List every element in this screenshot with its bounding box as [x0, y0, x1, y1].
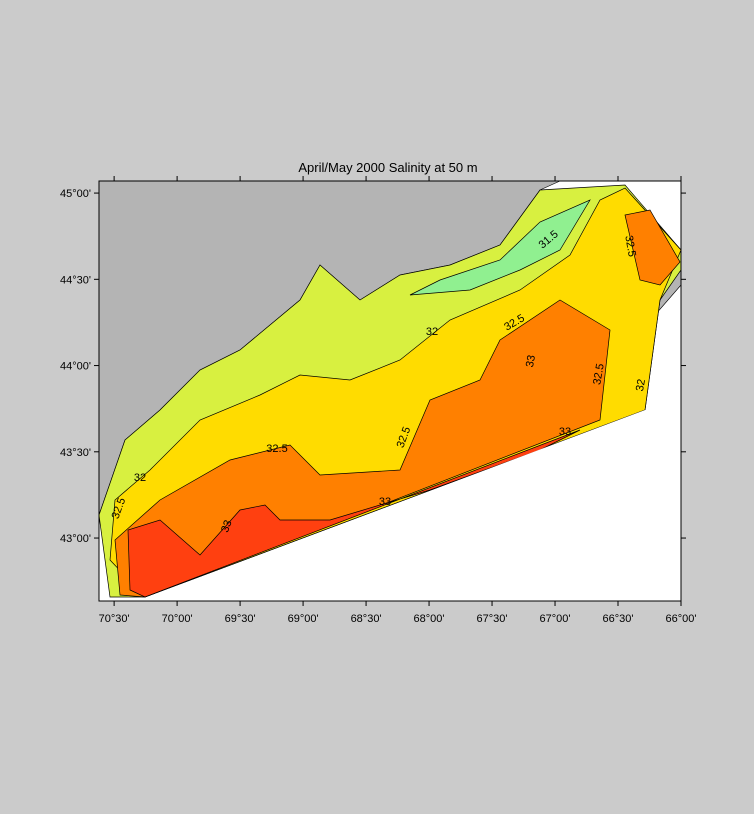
x-tick-label: 67°00' [540, 613, 571, 625]
x-tick-label: 68°00' [414, 613, 445, 625]
no-data-area [145, 410, 681, 600]
contour-label: 33 [219, 519, 234, 535]
x-tick-label: 67°30' [477, 613, 508, 625]
salinity-band [409, 199, 591, 296]
salinity-band [127, 429, 581, 598]
x-tick-label: 66°00' [666, 613, 697, 625]
x-tick-label: 70°30' [99, 613, 130, 625]
y-tick-label: 44°30' [60, 274, 91, 286]
y-tick-label: 45°00' [60, 188, 91, 200]
map-title: April/May 2000 Salinity at 50 m [298, 160, 477, 175]
contour-label: 33 [379, 496, 391, 508]
salinity-band [624, 209, 681, 286]
contour-label: 32.5 [266, 443, 287, 455]
y-tick-label: 43°30' [60, 447, 91, 459]
contour-label: 33 [524, 354, 538, 368]
x-tick-label: 66°30' [603, 613, 634, 625]
contour-label: 33 [559, 426, 571, 438]
x-tick-label: 69°30' [225, 613, 256, 625]
plot-frame [98, 180, 682, 602]
x-tick-label: 70°00' [162, 613, 193, 625]
y-tick-label: 43°00' [60, 533, 91, 545]
contour-label: 32.5 [591, 363, 607, 386]
contour-label: 32 [134, 472, 146, 484]
x-tick-label: 68°30' [351, 613, 382, 625]
contour-label: 32.5 [622, 235, 638, 258]
x-tick-label: 69°00' [288, 613, 319, 625]
contour-label: 32 [634, 378, 648, 392]
contour-label: 32 [426, 326, 438, 338]
y-tick-label: 44°00' [60, 361, 91, 373]
